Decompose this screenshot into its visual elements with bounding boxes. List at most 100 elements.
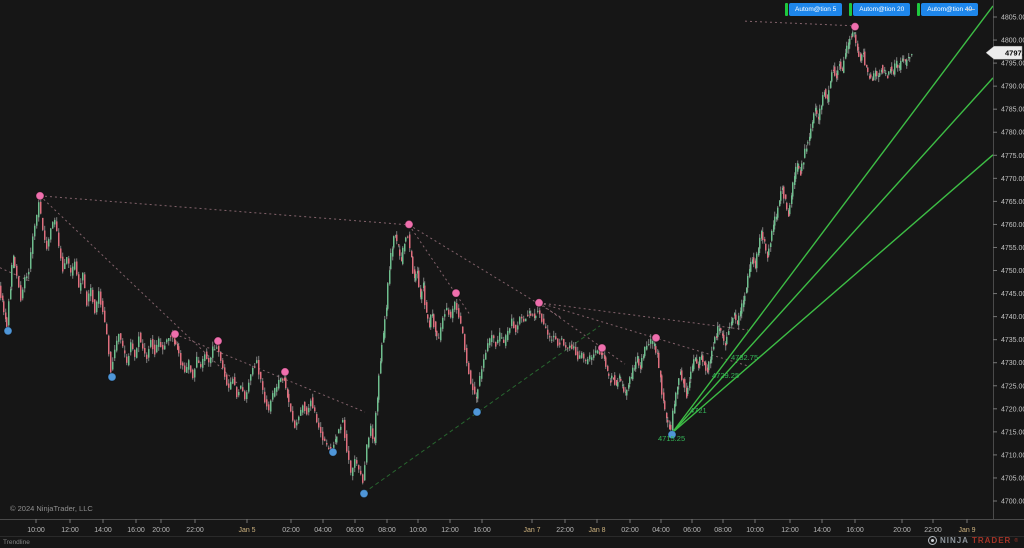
candle-bodies [0,32,913,483]
last-price-value: 4797.25 [1005,49,1024,58]
time-axis-label: 22:00 [556,527,574,534]
swing-high-dot[interactable] [850,22,860,32]
price-axis-label: 4795.00 [1001,61,1024,68]
candle-wicks [0,30,913,485]
time-axis-label: 20:00 [893,527,911,534]
automation-button-label[interactable]: Autom@tion 40 [921,3,979,16]
swing-low-dot[interactable] [107,372,117,382]
swing-low-dot[interactable] [667,430,677,440]
copyright-text: © 2024 NinjaTrader, LLC [10,504,93,513]
brand-registered-mark: ® [1014,537,1018,544]
swing-low-dot[interactable] [328,447,338,457]
time-axis-label: 10:00 [27,527,45,534]
time-axis-label: 14:00 [94,527,112,534]
time-axis-label: 12:00 [61,527,79,534]
price-axis-label: 4765.00 [1001,199,1024,206]
time-axis-label: 06:00 [683,527,701,534]
price-axis-label: 4755.00 [1001,245,1024,252]
automation-button-row: Autom@tion 5 Autom@tion 20 Autom@tion 40 [785,3,979,16]
button-status-stripe [785,3,788,16]
swing-trendline[interactable] [39,195,238,384]
swing-high-dot[interactable] [213,336,223,346]
last-price-marker [985,45,1023,60]
price-axis-label: 4780.00 [1001,130,1024,137]
price-axis-label: 4790.00 [1001,84,1024,91]
swing-high-dot[interactable] [534,298,544,308]
time-axis-label: 16:00 [473,527,491,534]
brand-text-ninja: NINJA [939,536,969,545]
price-axis-label: 4800.00 [1001,38,1024,45]
automation-button-5[interactable]: Autom@tion 5 [785,3,843,16]
dashed-support-trendline[interactable] [363,325,601,494]
time-axis-label: 10:00 [409,527,427,534]
automation-button-label[interactable]: Autom@tion 5 [789,3,843,16]
swing-low-dot[interactable] [3,326,13,336]
time-axis-date-label: Jan 7 [523,527,540,534]
active-tool-label: Trendline [3,539,30,546]
price-axis-label: 4715.00 [1001,429,1024,436]
swing-trendline[interactable] [0,267,31,282]
time-axis-label: 04:00 [314,527,332,534]
swing-trendline[interactable] [538,302,749,367]
price-axis-label: 4730.00 [1001,360,1024,367]
automation-button-40[interactable]: Autom@tion 40 [917,3,979,16]
time-axis-label: 20:00 [152,527,170,534]
swing-trendline[interactable] [39,195,410,226]
time-axis-label: 10:00 [746,527,764,534]
time-axis-label: 08:00 [714,527,732,534]
time-axis-label: 12:00 [781,527,799,534]
swing-high-dot[interactable] [170,329,180,339]
automation-button-label[interactable]: Autom@tion 20 [853,3,911,16]
price-axis-label: 4710.00 [1001,452,1024,459]
time-axis-label: 16:00 [846,527,864,534]
price-axis-label: 4770.00 [1001,176,1024,183]
ninjatrader-logo-icon [927,536,937,545]
price-axis-label: 4705.00 [1001,475,1024,482]
price-axis-label: 4735.00 [1001,337,1024,344]
swing-trendline[interactable] [174,333,366,413]
price-annotation: 4715.25 [658,434,685,443]
time-axis-label: 04:00 [652,527,670,534]
swing-low-dot[interactable] [472,407,482,417]
left-arrow-icon[interactable]: ← [963,0,978,16]
time-axis-label: 02:00 [282,527,300,534]
swing-high-dot[interactable] [404,219,414,229]
time-axis-label: 08:00 [378,527,396,534]
brand-text-trader: TRADER [971,536,1012,545]
swing-trendline[interactable] [408,224,471,316]
price-axis-label: 4750.00 [1001,268,1024,275]
time-axis-date-label: Jan 5 [238,527,255,534]
price-annotation: 4721 [690,406,707,415]
swing-low-dot[interactable] [359,489,369,499]
price-axis-label: 4745.00 [1001,291,1024,298]
price-axis-label: 4760.00 [1001,222,1024,229]
price-axis-label: 4805.00 [1001,15,1024,22]
swing-high-dot[interactable] [597,343,607,353]
price-axis-label: 4740.00 [1001,314,1024,321]
time-axis-label: 22:00 [186,527,204,534]
time-axis-label: 22:00 [924,527,942,534]
time-axis-label: 14:00 [813,527,831,534]
price-annotation: 4729.25 [712,371,739,380]
swing-trendline[interactable] [744,20,854,27]
projection-trendline[interactable] [671,5,994,434]
time-axis-label: 16:00 [127,527,145,534]
price-axis-label: 4725.00 [1001,383,1024,390]
swing-trendline[interactable] [538,302,749,331]
price-axis-label: 4720.00 [1001,406,1024,413]
time-axis-label: 12:00 [441,527,459,534]
swing-high-dot[interactable] [280,367,290,377]
swing-high-dot[interactable] [651,333,661,343]
projection-trendline[interactable] [671,77,994,434]
time-axis-date-label: Jan 8 [588,527,605,534]
projection-trendline[interactable] [671,154,994,434]
swing-high-dot[interactable] [35,191,45,201]
swing-high-dot[interactable] [451,288,461,298]
button-status-stripe [849,3,853,16]
time-axis-label: 02:00 [621,527,639,534]
automation-button-20[interactable]: Autom@tion 20 [849,3,911,16]
time-axis-label: 06:00 [346,527,364,534]
price-axis-label: 4700.00 [1001,499,1024,506]
